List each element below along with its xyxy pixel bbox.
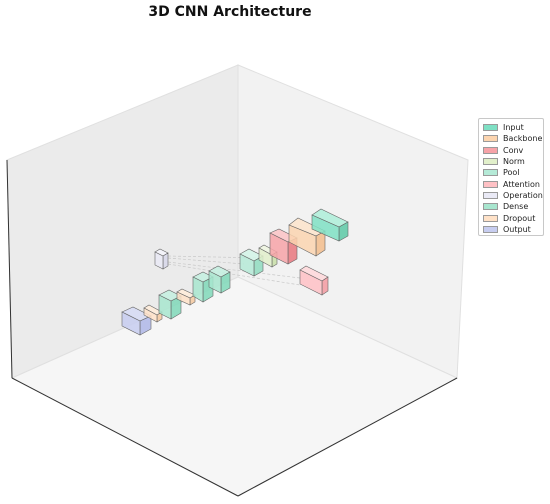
legend-swatch	[483, 180, 498, 188]
legend-swatch	[483, 203, 498, 211]
x-axis-line	[11, 377, 239, 497]
legend-label: Operation	[503, 190, 543, 200]
operation-block	[154, 248, 169, 270]
connections	[167, 255, 301, 286]
legend-swatch	[483, 169, 498, 177]
legend-label: Pool	[503, 168, 520, 178]
connection-line	[167, 257, 245, 265]
legend-swatch	[483, 214, 498, 222]
legend-label: Output	[503, 224, 531, 234]
legend: Input Backbone Conv Norm Pool Attention …	[478, 118, 544, 236]
legend-item-input: Input	[483, 122, 539, 133]
legend-label: Attention	[503, 179, 540, 189]
dense-block-3	[208, 265, 231, 294]
y-axis-line	[237, 377, 458, 497]
connection-line	[167, 263, 301, 286]
legend-swatch	[483, 135, 498, 143]
dense-block-2	[192, 271, 214, 303]
legend-label: Backbone	[503, 134, 543, 144]
dropout-block	[143, 304, 163, 323]
attention-block	[299, 265, 329, 296]
legend-label: Input	[503, 123, 524, 133]
legend-label: Conv	[503, 145, 524, 155]
legend-item-output: Output	[483, 224, 539, 235]
input-block	[311, 208, 349, 242]
legend-swatch	[483, 191, 498, 199]
legend-swatch	[483, 146, 498, 154]
legend-item-dense: Dense	[483, 201, 539, 212]
legend-item-pool: Pool	[483, 167, 539, 178]
z-axis-line	[6, 159, 13, 379]
legend-swatch	[483, 124, 498, 132]
connection-line	[167, 255, 263, 259]
legend-item-attention: Attention	[483, 178, 540, 189]
legend-label: Dropout	[503, 213, 536, 223]
legend-swatch	[483, 225, 498, 233]
legend-item-operation: Operation	[483, 190, 543, 201]
connection-line	[167, 261, 301, 279]
legend-label: Norm	[503, 157, 525, 167]
conv-block	[269, 228, 298, 265]
legend-swatch	[483, 158, 498, 166]
legend-item-dropout: Dropout	[483, 212, 539, 223]
diagram-title: 3D CNN Architecture	[148, 4, 312, 20]
legend-item-conv: Conv	[483, 145, 539, 156]
output-block	[121, 306, 152, 336]
legend-item-backbone: Backbone	[483, 133, 543, 144]
legend-item-norm: Norm	[483, 156, 539, 167]
pool-block	[239, 248, 264, 277]
legend-label: Dense	[503, 202, 529, 212]
